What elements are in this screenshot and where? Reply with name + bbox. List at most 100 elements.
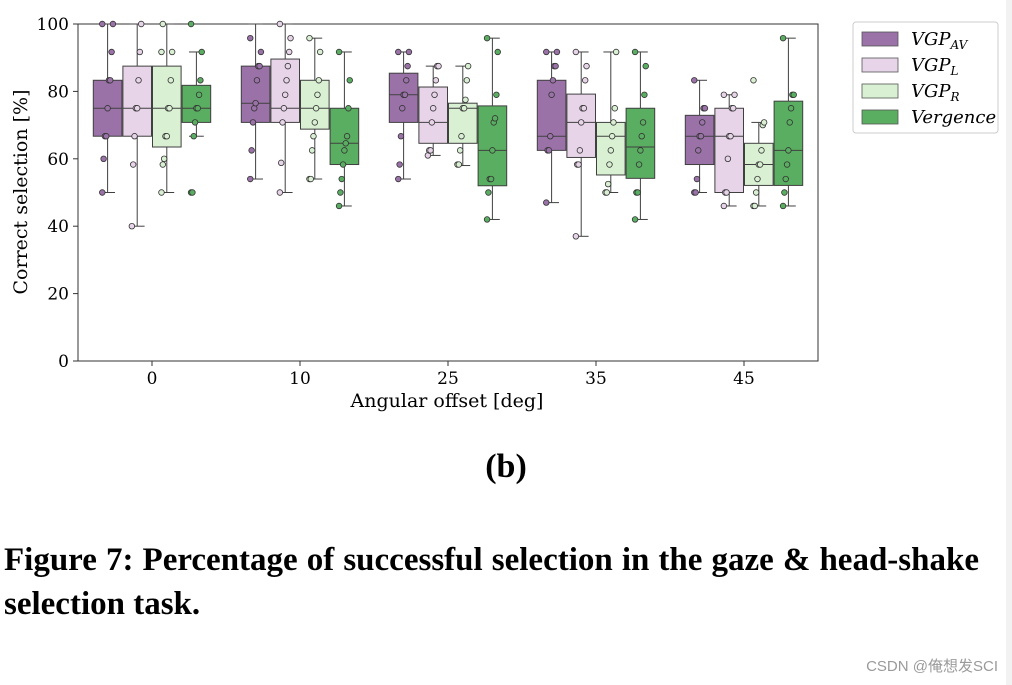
data-point — [160, 155, 168, 162]
data-point — [458, 133, 465, 140]
data-point — [752, 189, 760, 196]
data-point — [581, 77, 589, 84]
data-point — [427, 147, 434, 154]
data-point — [399, 105, 406, 112]
data-point — [345, 105, 352, 112]
data-point — [256, 62, 263, 70]
data-point — [167, 77, 174, 84]
data-point — [284, 62, 292, 70]
data-point — [247, 34, 254, 42]
data-point — [430, 105, 437, 112]
data-point — [750, 77, 757, 84]
box-1-2 — [418, 62, 448, 159]
y-tick-label: 20 — [47, 285, 69, 305]
data-point — [339, 161, 347, 168]
data-point — [631, 48, 639, 56]
data-point — [783, 161, 791, 168]
data-point — [287, 34, 294, 42]
data-point — [751, 202, 759, 210]
box-3-0 — [181, 20, 212, 196]
data-point — [456, 147, 464, 154]
data-point — [553, 48, 561, 56]
data-point — [278, 159, 285, 167]
data-point — [343, 133, 351, 140]
box-0-1 — [240, 23, 271, 183]
data-point — [108, 48, 115, 56]
data-point — [187, 20, 195, 28]
data-point — [631, 216, 639, 223]
data-point — [341, 147, 348, 154]
data-point — [462, 96, 469, 104]
data-point — [276, 20, 284, 28]
x-tick-label: 35 — [585, 369, 607, 389]
data-point — [257, 48, 265, 56]
data-point — [252, 99, 259, 107]
data-point — [135, 77, 142, 84]
data-point — [405, 48, 413, 56]
data-point — [310, 133, 317, 140]
data-point — [779, 34, 787, 42]
y-axis-label: Correct selection [%] — [10, 90, 32, 295]
page-edge — [1006, 0, 1012, 685]
data-point — [634, 189, 641, 196]
data-point — [576, 147, 584, 154]
box-1-0 — [122, 20, 153, 230]
data-point — [342, 140, 349, 147]
data-point — [754, 175, 761, 183]
box-3-1 — [329, 48, 360, 210]
data-point — [639, 119, 647, 126]
data-point — [604, 180, 612, 188]
data-point — [312, 105, 320, 112]
data-point — [483, 34, 491, 42]
box-3-2 — [477, 34, 508, 223]
data-point — [782, 175, 789, 183]
data-point — [790, 91, 797, 98]
data-point — [697, 133, 705, 140]
y-axis: 0 20 40 60 80 100 — [37, 15, 78, 372]
subfigure-label: (b) — [485, 448, 527, 485]
x-tick-label: 45 — [733, 369, 755, 389]
data-point — [109, 20, 117, 28]
data-point — [163, 133, 170, 140]
data-point — [547, 133, 554, 140]
data-point — [306, 34, 313, 42]
box-2-4 — [744, 77, 774, 210]
box-2-1 — [300, 34, 330, 183]
data-point — [787, 105, 795, 112]
data-point — [691, 77, 698, 84]
data-point — [103, 133, 110, 140]
data-point — [307, 175, 315, 183]
data-point — [346, 77, 353, 84]
data-point — [104, 105, 111, 112]
data-point — [487, 175, 495, 183]
box-body — [536, 79, 567, 151]
legend-entry-label: VGPR — [911, 81, 960, 104]
data-point — [197, 77, 204, 84]
data-point — [729, 105, 737, 112]
box-2-3 — [596, 48, 626, 196]
data-point — [428, 119, 436, 126]
data-point — [335, 202, 343, 210]
data-point — [130, 161, 137, 168]
data-point — [315, 77, 322, 84]
data-point — [280, 105, 288, 112]
data-point — [642, 62, 649, 70]
box-2-0 — [152, 20, 182, 196]
data-point — [543, 199, 550, 206]
data-point — [491, 115, 499, 122]
data-point — [695, 147, 702, 154]
data-point — [494, 48, 501, 56]
data-point — [637, 147, 644, 154]
data-point — [285, 48, 293, 56]
data-point — [159, 20, 167, 28]
data-point — [548, 91, 555, 98]
legend-swatch — [861, 109, 899, 125]
data-point — [485, 189, 492, 196]
data-point — [779, 202, 787, 210]
data-point — [693, 175, 701, 183]
data-point — [337, 189, 344, 196]
data-point — [248, 147, 255, 154]
data-point — [397, 133, 405, 140]
data-point — [760, 119, 768, 126]
data-point — [786, 119, 793, 126]
